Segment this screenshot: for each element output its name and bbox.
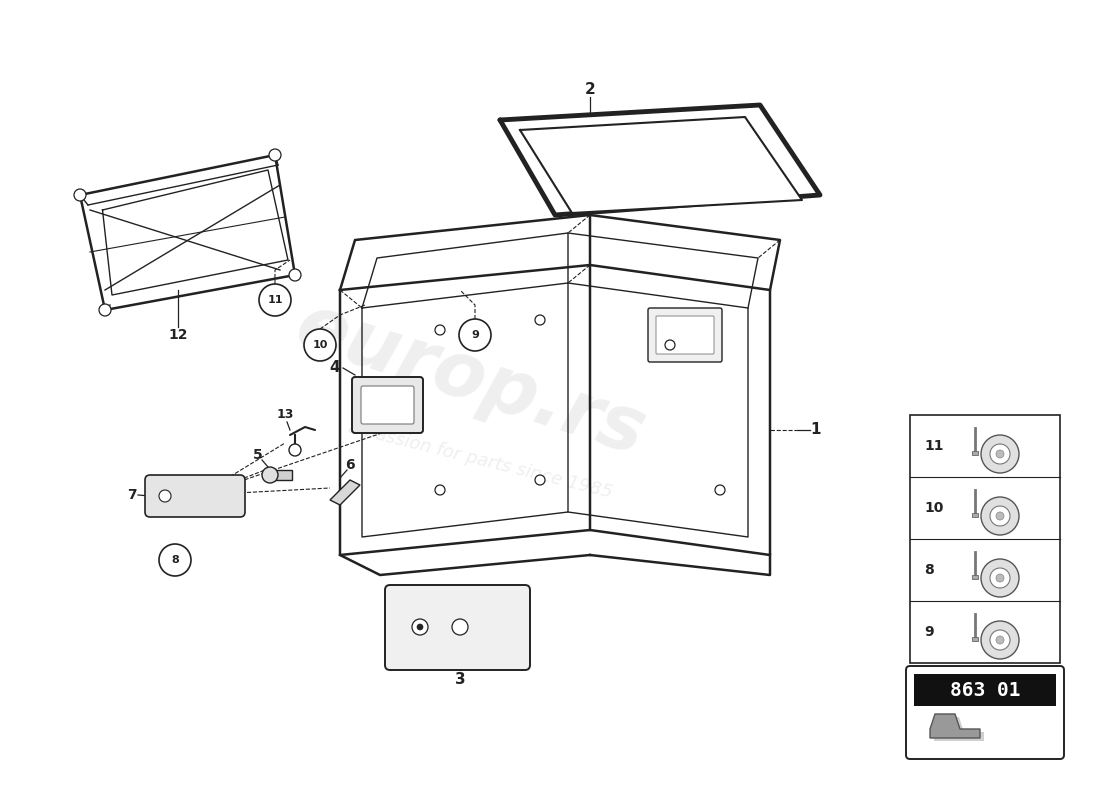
Text: 2: 2 — [584, 82, 595, 98]
Circle shape — [996, 450, 1004, 458]
Text: 1: 1 — [810, 422, 821, 438]
Circle shape — [417, 624, 424, 630]
Circle shape — [262, 467, 278, 483]
Text: a passion for parts since 1985: a passion for parts since 1985 — [345, 418, 614, 502]
Circle shape — [990, 506, 1010, 526]
Text: 13: 13 — [276, 409, 294, 422]
Circle shape — [666, 340, 675, 350]
Text: 4: 4 — [330, 361, 340, 375]
Text: 863 01: 863 01 — [949, 681, 1021, 699]
Bar — [972, 637, 978, 641]
FancyBboxPatch shape — [361, 386, 414, 424]
Polygon shape — [520, 117, 802, 213]
Circle shape — [981, 559, 1019, 597]
Text: 8: 8 — [924, 563, 934, 577]
Circle shape — [434, 325, 446, 335]
Circle shape — [996, 574, 1004, 582]
Polygon shape — [930, 714, 980, 738]
Circle shape — [535, 475, 544, 485]
Circle shape — [99, 304, 111, 316]
Text: 10: 10 — [924, 501, 944, 515]
Circle shape — [289, 269, 301, 281]
Circle shape — [981, 621, 1019, 659]
Bar — [910, 415, 1060, 663]
FancyBboxPatch shape — [385, 585, 530, 670]
Circle shape — [981, 435, 1019, 473]
Circle shape — [258, 284, 292, 316]
Circle shape — [990, 630, 1010, 650]
Text: 8: 8 — [172, 555, 179, 565]
Circle shape — [304, 329, 336, 361]
Bar — [270, 470, 292, 480]
Circle shape — [981, 497, 1019, 535]
Circle shape — [459, 319, 491, 351]
Bar — [972, 513, 978, 517]
Circle shape — [412, 619, 428, 635]
Text: 3: 3 — [454, 673, 465, 687]
FancyBboxPatch shape — [352, 377, 424, 433]
Text: 5: 5 — [253, 448, 263, 462]
Text: 11: 11 — [924, 439, 944, 453]
Text: 6: 6 — [345, 458, 355, 472]
Circle shape — [535, 315, 544, 325]
Circle shape — [996, 512, 1004, 520]
Text: 9: 9 — [924, 625, 934, 639]
Bar — [914, 674, 1056, 706]
Circle shape — [990, 444, 1010, 464]
Circle shape — [452, 619, 468, 635]
Text: 7: 7 — [128, 488, 138, 502]
FancyBboxPatch shape — [648, 308, 722, 362]
Circle shape — [996, 636, 1004, 644]
FancyBboxPatch shape — [656, 316, 714, 354]
FancyBboxPatch shape — [145, 475, 245, 517]
Circle shape — [289, 444, 301, 456]
Text: 10: 10 — [312, 340, 328, 350]
Polygon shape — [330, 480, 360, 505]
Polygon shape — [934, 717, 984, 741]
Circle shape — [160, 490, 170, 502]
Text: 11: 11 — [267, 295, 283, 305]
FancyBboxPatch shape — [906, 666, 1064, 759]
Circle shape — [74, 189, 86, 201]
Bar — [972, 575, 978, 579]
Circle shape — [990, 568, 1010, 588]
Text: 12: 12 — [168, 328, 188, 342]
Circle shape — [270, 149, 280, 161]
Circle shape — [434, 485, 446, 495]
Circle shape — [715, 485, 725, 495]
Text: 9: 9 — [471, 330, 478, 340]
Circle shape — [160, 544, 191, 576]
Bar — [972, 451, 978, 455]
Text: europ.rs: europ.rs — [286, 289, 654, 471]
